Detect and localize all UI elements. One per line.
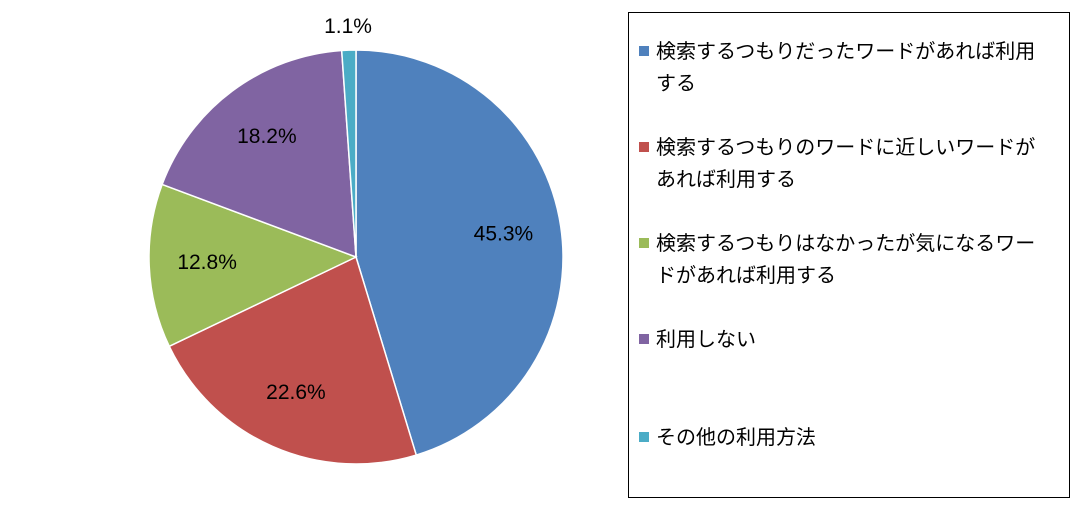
data-label: 1.1% <box>324 15 372 38</box>
legend-swatch <box>639 238 649 248</box>
legend-item: 検索するつもりのワードに近しいワードがあれば利用する <box>639 131 1049 195</box>
legend-label: その他の利用方法 <box>656 425 816 449</box>
pie-slice <box>355 49 564 456</box>
data-label: 45.3% <box>474 223 534 246</box>
data-label: 22.6% <box>266 381 326 404</box>
legend-item: 検索するつもりはなかったが気になるワードがあれば利用する <box>639 227 1049 291</box>
legend-swatch <box>639 142 649 152</box>
legend-swatch <box>639 334 649 344</box>
data-label: 18.2% <box>237 125 297 148</box>
legend-label: 検索するつもりはなかったが気になるワードがあれば利用する <box>656 231 1036 287</box>
pie-slice <box>161 49 357 259</box>
legend: 検索するつもりだったワードがあれば利用する 検索するつもりのワードに近しいワードが… <box>628 12 1070 498</box>
legend-label: 検索するつもりだったワードがあれば利用する <box>656 39 1036 95</box>
legend-swatch <box>639 46 649 56</box>
legend-item: 検索するつもりだったワードがあれば利用する <box>639 35 1049 99</box>
legend-label: 検索するつもりのワードに近しいワードがあれば利用する <box>656 135 1036 191</box>
pie-slice <box>148 183 358 348</box>
legend-swatch <box>639 432 649 442</box>
chart: 45.3% 22.6% 12.8% 18.2% 1.1% <box>148 15 564 465</box>
legend-item: その他の利用方法 <box>639 421 1049 453</box>
pie-slice <box>168 255 418 465</box>
pie-slice <box>340 49 357 258</box>
legend-item: 利用しない <box>639 323 1049 355</box>
legend-label: 利用しない <box>656 327 756 351</box>
data-label: 12.8% <box>177 251 237 274</box>
